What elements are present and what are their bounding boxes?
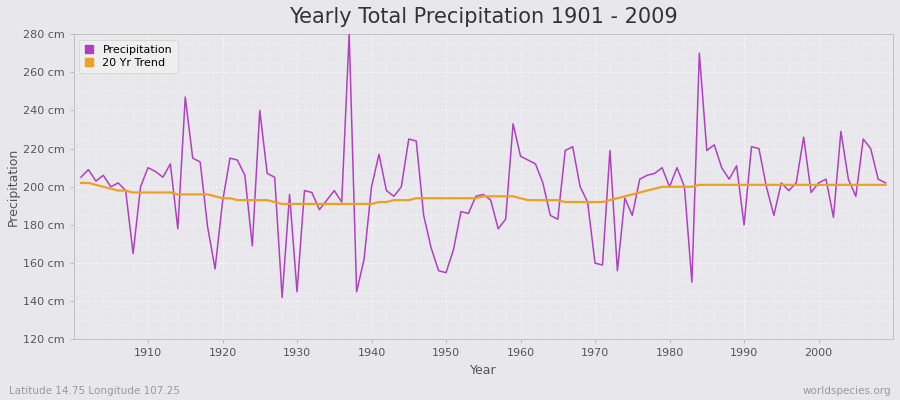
20 Yr Trend — [351, 202, 362, 206]
Line: 20 Yr Trend: 20 Yr Trend — [81, 183, 886, 204]
20 Yr Trend — [515, 196, 526, 201]
Precipitation — [619, 196, 630, 201]
20 Yr Trend — [76, 180, 86, 185]
Legend: Precipitation, 20 Yr Trend: Precipitation, 20 Yr Trend — [79, 40, 177, 73]
20 Yr Trend — [307, 202, 318, 206]
Precipitation — [530, 162, 541, 166]
Title: Yearly Total Precipitation 1901 - 2009: Yearly Total Precipitation 1901 - 2009 — [289, 7, 678, 27]
Precipitation — [76, 175, 86, 180]
Text: Latitude 14.75 Longitude 107.25: Latitude 14.75 Longitude 107.25 — [9, 386, 180, 396]
20 Yr Trend — [880, 182, 891, 187]
Text: worldspecies.org: worldspecies.org — [803, 386, 891, 396]
X-axis label: Year: Year — [470, 364, 497, 377]
20 Yr Trend — [612, 196, 623, 201]
Precipitation — [135, 184, 146, 189]
20 Yr Trend — [135, 190, 146, 195]
Precipitation — [359, 257, 370, 262]
Line: Precipitation: Precipitation — [81, 34, 886, 298]
Y-axis label: Precipitation: Precipitation — [7, 148, 20, 226]
Precipitation — [307, 190, 318, 195]
Precipitation — [344, 32, 355, 36]
20 Yr Trend — [276, 202, 287, 206]
Precipitation — [880, 180, 891, 185]
Precipitation — [276, 295, 287, 300]
Precipitation — [523, 158, 534, 162]
20 Yr Trend — [523, 198, 534, 202]
